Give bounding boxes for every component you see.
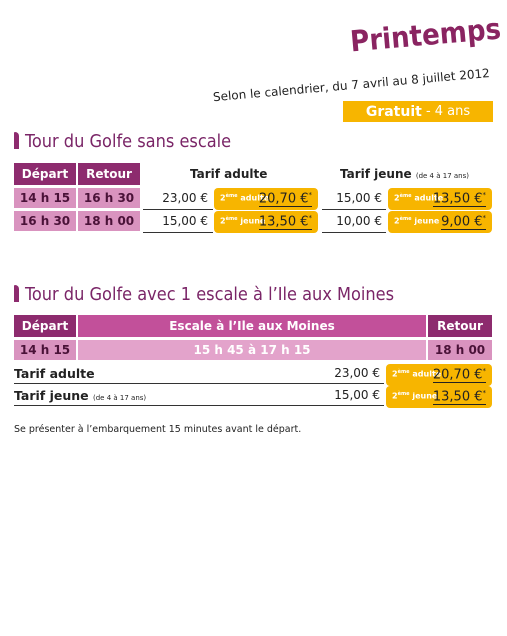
tariff-note: (de 4 à 17 ans) [93,394,147,402]
badge-strong: Gratuit [365,103,422,120]
header-label-text: Tarif jeune [340,167,412,181]
rule [14,405,384,406]
asterisk: * [482,191,487,199]
badge-rest: - 4 ans [421,104,471,119]
ordinal: 2 [220,193,226,203]
ordinal-suffix: ème [397,369,410,375]
ordinal: 2 [394,216,400,226]
promo-badge: 2ème adulte 13,50 €* [388,188,492,210]
cell: 16 h 30 [14,211,76,231]
promo-word: jeune [412,391,438,401]
note: Se présenter à l’embarquement 15 minutes… [14,424,302,435]
promo-word: jeune [414,216,440,226]
promo-price: 20,70 €* [432,367,487,384]
header-note: (de 4 à 17 ans) [415,172,469,180]
ordinal-suffix: ème [399,193,412,199]
rule [143,232,213,233]
section-title: Tour du Golfe avec 1 escale à l’Ile aux … [14,284,394,305]
price: 15,00 € [334,388,380,402]
header-cell: Départ [14,163,76,185]
price: 23,00 € [162,191,208,205]
promo-word: adulte [240,193,270,203]
cell: 14 h 15 [14,340,76,360]
promo-label: 2ème adulte [392,369,441,379]
promo-badge: 2ème jeune 13,50 €* [214,211,318,233]
rule [322,232,386,233]
promo-label: 2ème jeune [392,391,437,401]
header-cell: Escale à l’Ile aux Moines [78,315,426,337]
tariff-label: Tarif jeune (de 4 à 17 ans) [14,388,146,403]
promo-price: 20,70 €* [258,191,313,208]
marker [14,285,19,302]
promo-price-text: 13,50 € [258,214,309,230]
header-cell: Retour [428,315,492,337]
promo-price-text: 20,70 € [432,367,483,383]
price: 15,00 € [336,191,382,205]
promo-word: adulte [414,193,444,203]
marker [14,132,19,149]
rule [322,209,386,210]
asterisk: * [482,367,487,375]
promo-badge: 2ème jeune 9,00 €* [388,211,492,233]
cell: 14 h 15 [14,188,76,208]
cell: 18 h 00 [78,211,140,231]
asterisk: * [482,214,487,222]
promo-label: 2ème jeune [394,216,439,226]
tariff-label-text: Tarif jeune [14,388,89,403]
section-title-text: Tour du Golfe avec 1 escale à l’Ile aux … [25,284,395,305]
ordinal: 2 [220,216,226,226]
promo-price-text: 13,50 € [432,389,483,405]
promo-price: 9,00 €* [441,214,487,231]
ordinal: 2 [394,193,400,203]
price: 23,00 € [334,366,380,380]
cell: 18 h 00 [428,340,492,360]
title: Printemps [348,11,503,59]
cell: 16 h 30 [78,188,140,208]
header-label: Tarif adulte [190,167,268,181]
promo-badge: 2ème jeune 13,50 €* [386,386,492,408]
subtitle: Selon le calendrier, du 7 avril au 8 jui… [212,66,491,105]
promo-badge: 2ème adulte 20,70 €* [214,188,318,210]
promo-price-text: 13,50 € [432,191,483,207]
promo-label: 2ème adulte [220,193,269,203]
header-label: Tarif jeune (de 4 à 17 ans) [340,167,469,181]
ordinal-suffix: ème [225,216,238,222]
cell: 15 h 45 à 17 h 15 [78,340,426,360]
ordinal-suffix: ème [397,391,410,397]
price: 10,00 € [336,214,382,228]
promo-label: 2ème jeune [220,216,265,226]
tariff-label-text: Tarif adulte [14,366,95,381]
tariff-label: Tarif adulte [14,366,95,381]
promo-price: 13,50 €* [258,214,313,231]
ordinal: 2 [392,369,398,379]
price: 15,00 € [162,214,208,228]
promo-price: 13,50 €* [432,389,487,406]
promo-price: 13,50 €* [432,191,487,208]
asterisk: * [308,214,313,222]
promo-word: adulte [412,369,442,379]
ordinal-suffix: ème [399,216,412,222]
promo-price-text: 20,70 € [258,191,309,207]
section-title-text: Tour du Golfe sans escale [25,131,232,152]
ordinal: 2 [392,391,398,401]
asterisk: * [308,191,313,199]
asterisk: * [482,389,487,397]
rule [143,209,213,210]
promo-price-text: 9,00 € [441,214,483,230]
ordinal-suffix: ème [225,193,238,199]
header-cell: Retour [78,163,140,185]
promo-word: jeune [240,216,266,226]
header-cell: Départ [14,315,76,337]
free-badge: Gratuit - 4 ans [343,101,493,122]
promo-label: 2ème adulte [394,193,443,203]
promo-badge: 2ème adulte 20,70 €* [386,364,492,386]
rule [14,383,384,384]
section-title: Tour du Golfe sans escale [14,131,231,152]
